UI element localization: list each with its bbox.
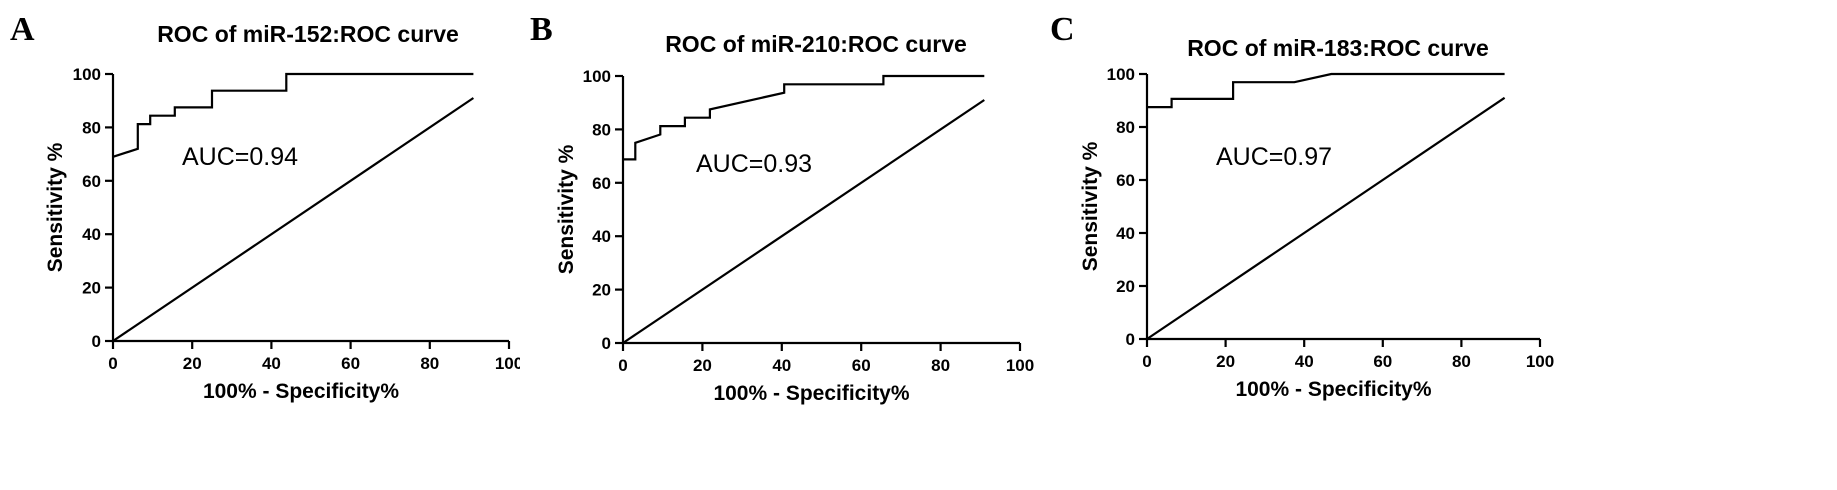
x-tick-label: 60 — [1373, 352, 1392, 371]
y-axis-label: Sensitivity % — [555, 144, 578, 274]
y-tick-label: 40 — [592, 227, 611, 246]
x-tick-label: 0 — [618, 356, 627, 375]
x-axis-label: 100% - Specificity% — [713, 382, 909, 405]
y-tick-label: 20 — [82, 279, 101, 298]
y-tick-label: 60 — [82, 172, 101, 191]
roc-curve-line — [112, 72, 474, 158]
x-tick-label: 40 — [262, 354, 281, 373]
y-tick-label: 60 — [1116, 171, 1135, 190]
x-tick-label: 0 — [1142, 352, 1151, 371]
roc-chart-c: C ROC of miR-183:ROC curve 0 20 40 60 80 100 0 20… — [1050, 11, 1554, 401]
x-tick-label: 60 — [341, 354, 360, 373]
chart-panel-a: A ROC of miR-152:ROC curve 0 20 40 60 80 100 0 20… — [0, 0, 520, 490]
x-tick-label: 80 — [1452, 352, 1471, 371]
x-tick-label: 100 — [1006, 356, 1034, 375]
x-axis-label: 100% - Specificity% — [203, 380, 399, 403]
roc-chart-a: A ROC of miR-152:ROC curve 0 20 40 60 80 100 0 20… — [10, 11, 520, 403]
chart-title: ROC of miR-183:ROC curve — [1187, 35, 1489, 61]
roc-chart-b: B ROC of miR-210:ROC curve 0 20 40 60 80 100 0 20… — [530, 11, 1034, 405]
y-tick-label: 100 — [583, 67, 611, 86]
y-tick-label: 100 — [1107, 65, 1135, 84]
auc-annotation: AUC=0.93 — [696, 150, 812, 178]
auc-annotation: AUC=0.94 — [182, 143, 298, 171]
reference-diagonal-line — [1146, 96, 1506, 340]
panel-letter: C — [1050, 11, 1075, 48]
x-tick-label: 100 — [1526, 352, 1554, 371]
y-tick-label: 20 — [592, 281, 611, 300]
x-tick-label: 20 — [693, 356, 712, 375]
reference-diagonal-line — [622, 99, 985, 344]
x-tick-label: 40 — [1295, 352, 1314, 371]
y-tick-label: 0 — [92, 332, 101, 351]
y-axis-label: Sensitivity % — [1079, 141, 1102, 271]
y-tick-label: 80 — [82, 118, 101, 137]
panel-letter: A — [10, 11, 35, 48]
x-axis-label: 100% - Specificity% — [1235, 378, 1431, 401]
x-tick-label: 40 — [772, 356, 791, 375]
reference-diagonal-line — [112, 97, 475, 342]
x-tick-label: 20 — [1216, 352, 1235, 371]
y-tick-label: 40 — [1116, 224, 1135, 243]
y-tick-label: 20 — [1116, 277, 1135, 296]
y-tick-label: 60 — [592, 174, 611, 193]
auc-annotation: AUC=0.97 — [1216, 143, 1332, 171]
y-axis-label: Sensitivity % — [44, 142, 67, 272]
roc-curve-line — [623, 74, 985, 161]
y-tick-label: 0 — [602, 334, 611, 353]
panel-letter: B — [530, 11, 553, 48]
y-tick-label: 0 — [1126, 330, 1135, 349]
chart-title: ROC of miR-210:ROC curve — [665, 31, 967, 57]
y-tick-label: 100 — [73, 65, 101, 84]
x-tick-label: 20 — [183, 354, 202, 373]
x-tick-label: 100 — [495, 354, 520, 373]
chart-panel-b: B ROC of miR-210:ROC curve 0 20 40 60 80 100 0 20… — [520, 0, 1050, 490]
x-tick-label: 0 — [108, 354, 117, 373]
y-tick-label: 80 — [592, 120, 611, 139]
chart-title: ROC of miR-152:ROC curve — [157, 21, 459, 47]
x-tick-label: 80 — [931, 356, 950, 375]
y-tick-label: 40 — [82, 225, 101, 244]
roc-curve-line — [1147, 72, 1505, 109]
x-tick-label: 60 — [852, 356, 871, 375]
x-tick-label: 80 — [420, 354, 439, 373]
y-tick-label: 80 — [1116, 118, 1135, 137]
chart-panel-c: C ROC of miR-183:ROC curve 0 20 40 60 80 100 0 20… — [1050, 0, 1837, 490]
